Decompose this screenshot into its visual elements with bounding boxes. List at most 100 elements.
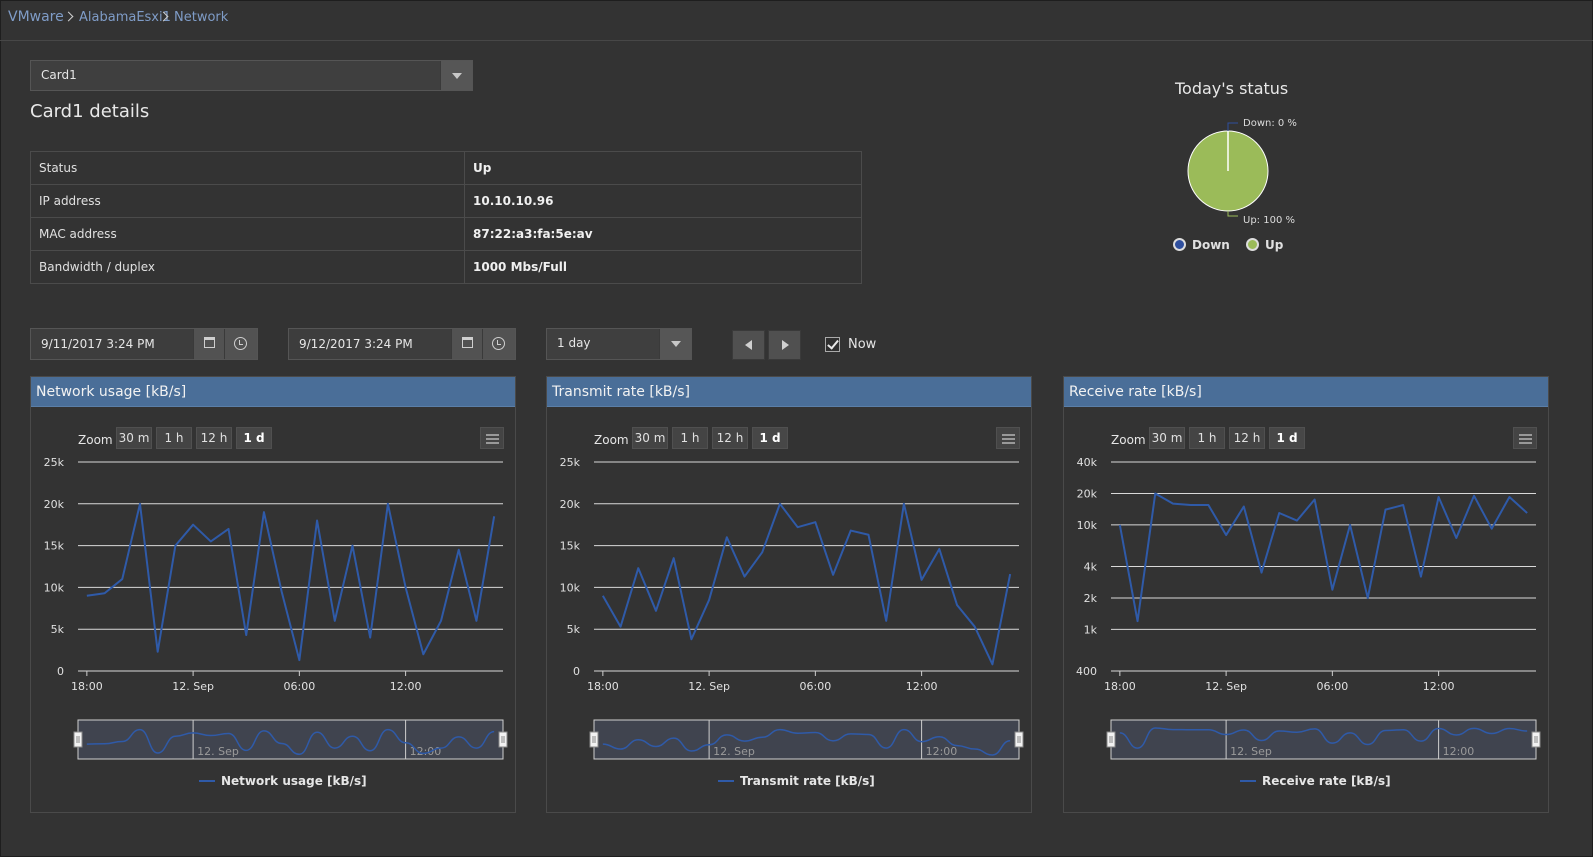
period-select[interactable]: 1 day xyxy=(546,328,692,360)
chevron-down-icon xyxy=(671,341,681,347)
chart-legend[interactable]: Transmit rate [kB/s] xyxy=(718,774,875,788)
breadcrumb-network[interactable]: Network xyxy=(174,10,229,25)
arrow-right-icon xyxy=(782,340,789,350)
y-tick-label: 2k xyxy=(1084,592,1098,605)
to-clock-button[interactable] xyxy=(482,329,515,359)
legend-dot-icon xyxy=(1246,238,1259,251)
zoom-30m-button[interactable]: 30 m xyxy=(1149,427,1185,449)
zoom-12h-button[interactable]: 12 h xyxy=(196,427,232,449)
zoom-12h-button[interactable]: 12 h xyxy=(1229,427,1265,449)
y-tick-label: 15k xyxy=(560,540,581,553)
zoom-1d-button[interactable]: 1 d xyxy=(1269,427,1305,449)
y-tick-label: 5k xyxy=(567,623,581,636)
zoom-30m-button[interactable]: 30 m xyxy=(632,427,668,449)
breadcrumb-host[interactable]: AlabamaEsxi1 xyxy=(79,10,171,25)
detail-key: IP address xyxy=(30,184,465,218)
to-datetime-value: 9/12/2017 3:24 PM xyxy=(299,337,413,351)
period-dropdown-button[interactable] xyxy=(659,329,691,359)
legend-label: Network usage [kB/s] xyxy=(221,774,367,788)
detail-value: 87:22:a3:fa:5e:av xyxy=(464,217,862,251)
detail-value: 1000 Mbs/Full xyxy=(464,250,862,284)
card-select-dropdown-button[interactable] xyxy=(440,61,472,90)
navigator-tick-label: 12:00 xyxy=(926,745,958,758)
chart-menu-button[interactable] xyxy=(1513,427,1537,449)
zoom-1d-button[interactable]: 1 d xyxy=(236,427,272,449)
navigator-handle[interactable] xyxy=(589,731,599,748)
x-tick-label: 12:00 xyxy=(1423,680,1455,693)
now-checkbox[interactable] xyxy=(825,337,840,352)
card-details-title: Card1 details xyxy=(30,101,150,122)
navigator-handle[interactable] xyxy=(1531,731,1541,748)
card-select[interactable]: Card1 xyxy=(30,60,473,91)
details-table: Status Up IP address 10.10.10.96 MAC addre… xyxy=(30,151,862,284)
y-tick-label: 20k xyxy=(560,498,581,511)
chart-menu-button[interactable] xyxy=(480,427,504,449)
zoom-12h-button[interactable]: 12 h xyxy=(712,427,748,449)
series-line xyxy=(1118,492,1528,623)
zoom-label: Zoom xyxy=(594,433,629,447)
navigator-tick-label: 12. Sep xyxy=(1230,745,1272,758)
now-label[interactable]: Now xyxy=(848,337,877,352)
zoom-label: Zoom xyxy=(1111,433,1146,447)
table-row: MAC address 87:22:a3:fa:5e:av xyxy=(30,217,862,251)
series-swatch-icon xyxy=(199,780,215,782)
chart-legend[interactable]: Receive rate [kB/s] xyxy=(1240,774,1391,788)
zoom-1h-button[interactable]: 1 h xyxy=(1189,427,1225,449)
zoom-30m-button[interactable]: 30 m xyxy=(116,427,152,449)
transmit-rate-panel: Transmit rate [kB/s] Zoom 30 m 1 h 12 h … xyxy=(546,376,1032,813)
to-datetime-picker[interactable]: 9/12/2017 3:24 PM xyxy=(288,328,516,360)
breadcrumb-vmware[interactable]: VMware xyxy=(8,9,64,25)
detail-value: 10.10.10.96 xyxy=(464,184,862,218)
navigator-tick-label: 12. Sep xyxy=(197,745,239,758)
x-tick-label: 18:00 xyxy=(71,680,103,693)
navigator-handle[interactable] xyxy=(1014,731,1024,748)
x-tick-label: 12:00 xyxy=(906,680,938,693)
series-line xyxy=(86,502,496,662)
x-tick-label: 18:00 xyxy=(1104,680,1136,693)
panel-header: Network usage [kB/s] xyxy=(31,377,515,407)
x-tick-label: 06:00 xyxy=(800,680,832,693)
transmit-rate-chart: 0 5k 10k 15k 20k 25k 18:00 12. Sep 06:00 12:00 12.… xyxy=(560,456,1024,760)
chart-menu-button[interactable] xyxy=(996,427,1020,449)
from-datetime-picker[interactable]: 9/11/2017 3:24 PM xyxy=(30,328,258,360)
x-tick-label: 12. Sep xyxy=(1205,680,1247,693)
navigator-tick-label: 12. Sep xyxy=(713,745,755,758)
arrow-left-icon xyxy=(745,340,752,350)
pie-connector-up xyxy=(1227,211,1238,217)
y-tick-label: 1k xyxy=(1084,623,1098,636)
navigator-handle[interactable] xyxy=(73,731,83,748)
previous-period-button[interactable] xyxy=(732,330,765,360)
zoom-1d-button[interactable]: 1 d xyxy=(752,427,788,449)
clock-icon xyxy=(492,337,505,350)
table-row: Bandwidth / duplex 1000 Mbs/Full xyxy=(30,250,862,284)
panel-title: Transmit rate [kB/s] xyxy=(552,384,690,400)
y-tick-label: 400 xyxy=(1076,665,1097,678)
navigator-window xyxy=(593,719,1020,760)
navigator-tick-label: 12:00 xyxy=(1443,745,1475,758)
x-tick-label: 12:00 xyxy=(390,680,422,693)
pie-label-down: Down: 0 % xyxy=(1243,118,1297,129)
y-tick-label: 0 xyxy=(57,665,64,678)
zoom-1h-button[interactable]: 1 h xyxy=(156,427,192,449)
navigator-handle[interactable] xyxy=(498,731,508,748)
chevron-down-icon xyxy=(452,73,462,79)
detail-key: Bandwidth / duplex xyxy=(30,250,465,284)
navigator-handle[interactable] xyxy=(1106,731,1116,748)
from-calendar-button[interactable] xyxy=(193,329,226,359)
series-swatch-icon xyxy=(718,780,734,782)
legend-dot-icon xyxy=(1173,238,1186,251)
to-calendar-button[interactable] xyxy=(451,329,484,359)
navigator-window xyxy=(1110,719,1537,760)
legend-item-down[interactable]: Down xyxy=(1173,238,1230,252)
navigator-series-line xyxy=(86,728,495,756)
pie-label-up: Up: 100 % xyxy=(1243,215,1295,226)
navigator-series-line xyxy=(1119,727,1528,749)
next-period-button[interactable] xyxy=(768,330,801,360)
chart-legend[interactable]: Network usage [kB/s] xyxy=(199,774,367,788)
navigator-tick-label: 12:00 xyxy=(410,745,442,758)
from-clock-button[interactable] xyxy=(224,329,257,359)
zoom-1h-button[interactable]: 1 h xyxy=(672,427,708,449)
legend-item-up[interactable]: Up xyxy=(1246,238,1283,252)
y-tick-label: 15k xyxy=(44,540,65,553)
detail-key: Status xyxy=(30,151,465,185)
